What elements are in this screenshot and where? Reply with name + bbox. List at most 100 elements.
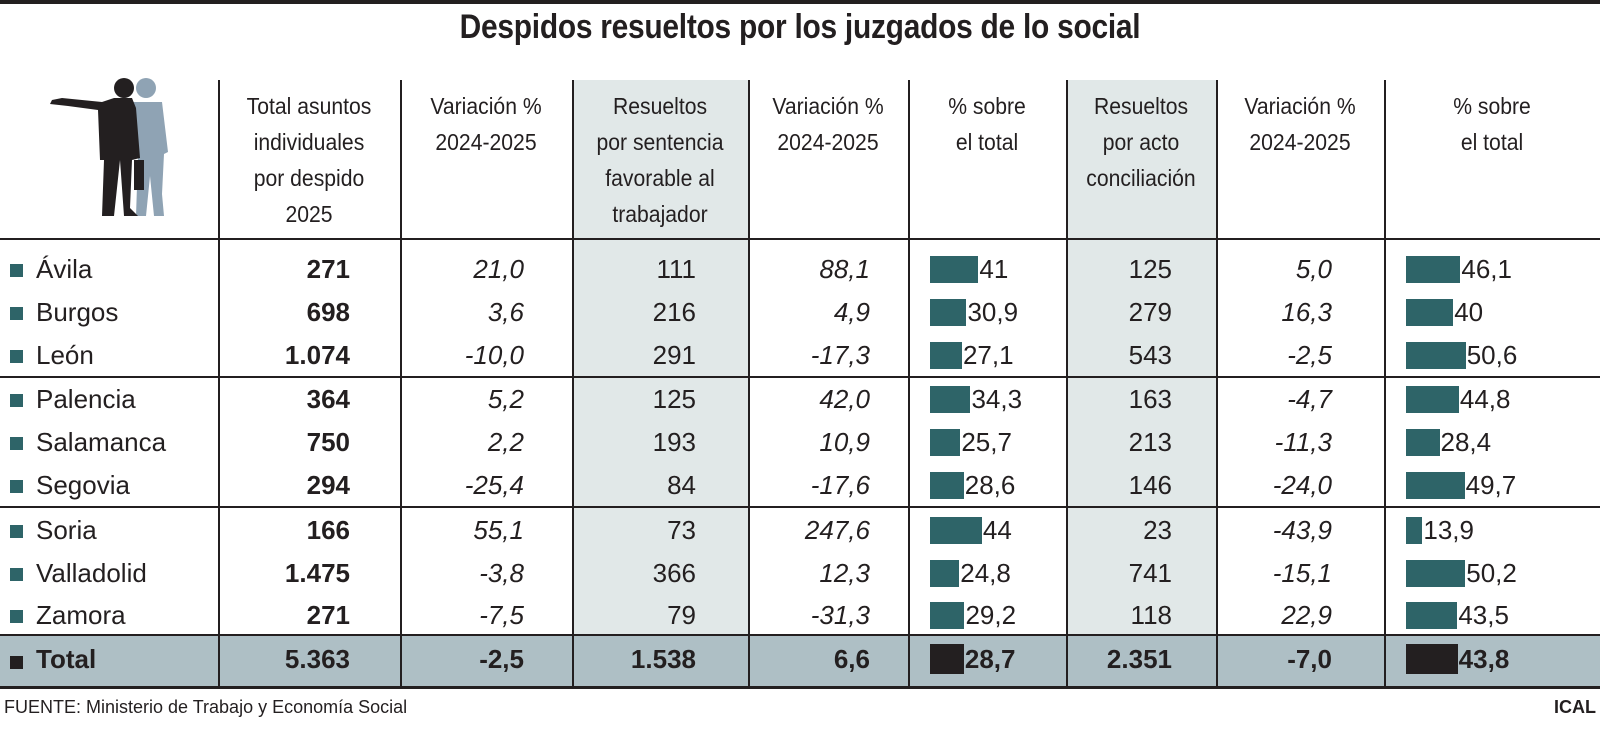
column-divider [218, 80, 220, 686]
table-row: Valladolid 1.475 -3,8 366 12,3 24,8 741 -15,1 50… [0, 552, 1600, 594]
column-divider [572, 80, 574, 686]
table-cell: -10,0 [464, 339, 524, 370]
column-header: Resueltos por acto conciliación [1086, 93, 1196, 191]
table-cell: 88,1 [819, 254, 870, 284]
table-row: Soria 166 55,1 73 247,6 44 23 -43,9 13,9 [0, 509, 1600, 551]
square-bullet-icon [10, 524, 23, 538]
percent-bar [1406, 298, 1454, 326]
table-cell: 12,3 [819, 557, 870, 588]
table-cell: 291 [652, 339, 696, 370]
table-cell: 213 [1128, 427, 1172, 458]
percent-bar [1406, 386, 1459, 414]
percent-value: 24,8 [960, 557, 1011, 588]
table-cell: 698 [306, 296, 350, 327]
percent-value: 40 [1454, 296, 1484, 327]
table-cell: 118 [1130, 600, 1172, 631]
percent-bar [1406, 341, 1466, 369]
table-cell: 21,0 [473, 254, 524, 284]
table-cell: 5.363 [284, 644, 350, 674]
row-divider [0, 238, 1600, 240]
table-cell: -43,9 [1272, 514, 1332, 545]
table-cell: 1.538 [630, 644, 696, 674]
column-header: Variación % 2024-2025 [430, 93, 542, 155]
percent-value: 27,1 [962, 339, 1014, 370]
row-divider [0, 506, 1600, 508]
table-cell: 125 [1128, 254, 1172, 284]
table-row: Palencia 364 5,2 125 42,0 34,3 163 -4,7 44,8 [0, 378, 1600, 420]
table-cell: 125 [652, 384, 696, 415]
table-row: Salamanca 750 2,2 193 10,9 25,7 213 -11,3 28,4 [0, 421, 1600, 463]
percent-bar [930, 341, 962, 369]
percent-value: 34,3 [971, 384, 1023, 415]
row-divider [0, 376, 1600, 378]
percent-bar [1406, 516, 1423, 544]
table-cell: 5,0 [1295, 254, 1332, 284]
percent-value: 43,5 [1458, 600, 1509, 631]
percent-bar [930, 429, 961, 457]
table-cell: 146 [1128, 470, 1172, 500]
column-header: Variación % 2024-2025 [772, 93, 884, 155]
table-cell: 216 [652, 296, 696, 327]
percent-value: 46,1 [1461, 254, 1512, 284]
column-header: % sobre el total [1453, 93, 1531, 155]
table-cell: 741 [1128, 557, 1172, 588]
region-name: Soria [36, 514, 97, 545]
percent-bar [1406, 559, 1466, 587]
region-name: Segovia [36, 470, 130, 500]
column-header: % sobre el total [948, 93, 1026, 155]
square-bullet-icon [10, 264, 23, 277]
table-cell: -7,0 [1287, 644, 1332, 674]
table-cell: 166 [306, 514, 350, 545]
table-cell: 42,0 [819, 384, 870, 415]
percent-bar [930, 298, 967, 326]
square-bullet-icon [10, 567, 23, 581]
percent-bar [930, 516, 982, 544]
table-cell: -17,6 [810, 470, 870, 500]
total-row: Total 5.363 -2,5 1.538 6,6 28,7 2.351 -7,0 43,8 [0, 638, 1600, 680]
businessman-pointing-silhouette-icon [50, 78, 168, 216]
table-cell: -17,3 [810, 339, 870, 370]
region-name: Salamanca [36, 427, 167, 458]
percent-bar [930, 386, 971, 414]
table-cell: 364 [306, 384, 350, 415]
region-name: Total [36, 644, 97, 674]
percent-bar [1406, 472, 1465, 499]
table-cell: -2,5 [1287, 339, 1332, 370]
shaded-column-conciliacion [1066, 80, 1216, 634]
percent-value: 50,2 [1466, 557, 1517, 588]
table-cell: -11,3 [1274, 427, 1332, 458]
table-cell: -7,5 [479, 600, 524, 631]
shaded-column-sentencia [572, 80, 748, 634]
percent-bar [930, 602, 965, 630]
column-header: Resueltos por sentencia favorable al tra… [596, 93, 724, 227]
table-cell: -24,0 [1272, 470, 1332, 500]
column-divider [1384, 80, 1386, 686]
percent-bar [930, 559, 960, 587]
square-bullet-icon [10, 349, 23, 363]
percent-value: 29,2 [965, 600, 1017, 631]
percent-value: 28,4 [1440, 427, 1492, 458]
table-cell: 79 [667, 600, 696, 631]
percent-value: 28,7 [964, 644, 1016, 674]
table-cell: 3,6 [487, 296, 524, 327]
percent-value: 44 [982, 514, 1012, 545]
percent-value: 41 [979, 254, 1009, 284]
column-divider [908, 80, 910, 686]
column-divider [748, 80, 750, 686]
table-cell: 366 [652, 557, 696, 588]
column-header: Total asuntos individuales por despido 2… [246, 93, 372, 227]
percent-bar [1406, 602, 1458, 630]
table-row: Ávila 271 21,0 111 88,1 41 125 5,0 46,1 [0, 248, 1600, 290]
table-cell: 750 [306, 427, 350, 458]
table-cell: -25,4 [464, 470, 524, 500]
percent-bar [930, 644, 964, 674]
square-bullet-icon [10, 610, 23, 624]
column-divider [400, 80, 402, 686]
table-cell: 163 [1128, 384, 1172, 415]
table-cell: 16,3 [1281, 296, 1332, 327]
table-cell: 73 [667, 514, 696, 545]
table-cell: 193 [652, 427, 696, 458]
table-cell: 2,2 [487, 427, 524, 458]
table-cell: 294 [306, 470, 350, 500]
